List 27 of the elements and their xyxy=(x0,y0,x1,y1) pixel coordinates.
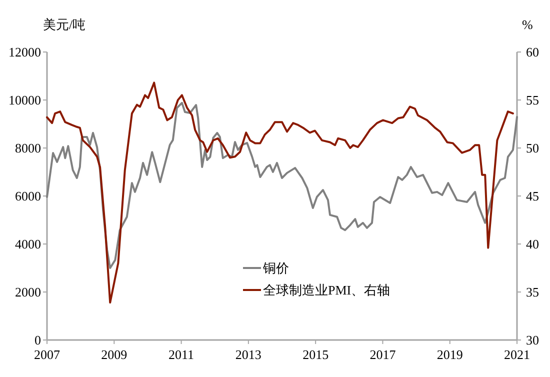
legend-label: 铜价 xyxy=(262,260,289,276)
line-series xyxy=(46,82,514,304)
y2-tick-label: 55 xyxy=(526,92,539,108)
x-tick-label: 2021 xyxy=(504,347,530,362)
x-tick-label: 2015 xyxy=(302,347,329,362)
y-tick-label: 10000 xyxy=(8,92,41,108)
y-tick-label: 2000 xyxy=(15,284,41,300)
y2-tick-label: 60 xyxy=(526,44,539,60)
x-tick-label: 2013 xyxy=(235,347,262,362)
x-tick-label: 2007 xyxy=(34,347,60,362)
y2-tick-label: 45 xyxy=(526,188,539,204)
y2-tick-label: 35 xyxy=(526,284,539,300)
x-tick-label: 2009 xyxy=(101,347,128,362)
legend-label: 全球制造业PMI、右轴 xyxy=(263,282,390,298)
y2-axis-title: % xyxy=(522,17,533,32)
y2-tick-label: 50 xyxy=(526,140,539,156)
x-tick-label: 2019 xyxy=(436,347,463,362)
y2-tick-label: 40 xyxy=(526,236,539,252)
x-tick-label: 2017 xyxy=(370,347,396,362)
x-tick-label: 2011 xyxy=(168,347,194,362)
y-axis-title: 美元/吨 xyxy=(43,17,86,32)
y2-tick-label: 30 xyxy=(526,332,539,348)
y-tick-label: 4000 xyxy=(15,236,41,252)
y-tick-label: 6000 xyxy=(15,188,41,204)
y-tick-label: 12000 xyxy=(8,44,41,60)
y-tick-label: 8000 xyxy=(15,140,41,156)
y-tick-label: 0 xyxy=(34,332,41,348)
